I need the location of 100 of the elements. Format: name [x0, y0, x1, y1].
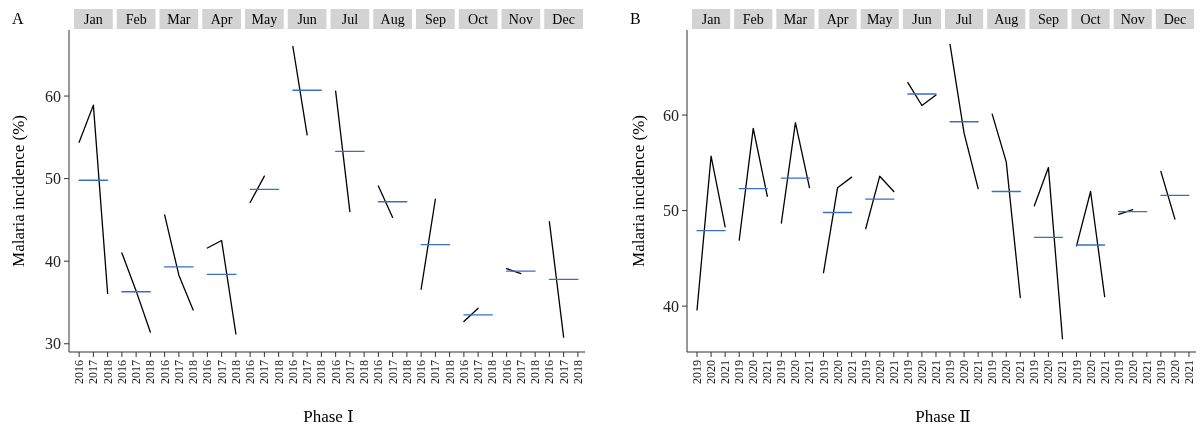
text: Dec: [1163, 12, 1187, 27]
x-tick-label: 2021: [1139, 360, 1154, 384]
text: Oct: [468, 12, 489, 27]
text: Jul: [955, 12, 973, 27]
x-tick-label: 2020: [1041, 360, 1056, 384]
y-tick-label: 60: [663, 106, 679, 124]
x-tick-label: 2017: [513, 360, 528, 384]
x-tick-label: 2018: [528, 360, 543, 384]
x-tick-label: 2019: [985, 360, 1000, 384]
x-tick-label: 2017: [556, 360, 571, 384]
text: Jul: [341, 12, 359, 27]
text: Dec: [552, 12, 575, 27]
x-tick-label: 2016: [371, 360, 386, 384]
x-axis-title: Phase Ⅰ: [303, 407, 354, 426]
x-tick-label: 2020: [872, 360, 887, 384]
x-tick-label: 2018: [570, 360, 585, 384]
y-tick-label: 30: [45, 335, 61, 353]
x-tick-label: 2021: [1013, 360, 1028, 384]
text: Aug: [994, 12, 1019, 27]
text: Nov: [508, 12, 533, 27]
chart-title: A: [12, 10, 24, 27]
y-tick-label: 40: [45, 252, 61, 270]
x-tick-label: 2017: [471, 360, 486, 384]
x-tick-label: 2020: [1125, 360, 1140, 384]
x-tick-label: 2016: [285, 360, 300, 384]
text: Aug: [380, 12, 405, 27]
y-tick-label: 60: [45, 87, 61, 105]
y-tick-label: 50: [663, 202, 679, 220]
x-tick-label: 2017: [214, 360, 229, 384]
x-tick-label: 2021: [886, 360, 901, 384]
x-tick-label: 2020: [999, 360, 1014, 384]
text: Mar: [167, 12, 191, 27]
x-tick-label: 2019: [732, 360, 747, 384]
x-tick-label: 2018: [143, 360, 158, 384]
text: Apr: [210, 12, 233, 27]
x-tick-label: 2020: [957, 360, 972, 384]
x-tick-label: 2018: [186, 360, 201, 384]
x-tick-label: 2017: [86, 360, 101, 384]
text: Feb: [742, 12, 764, 27]
x-tick-label: 2017: [171, 360, 186, 384]
x-tick-label: 2021: [802, 360, 817, 384]
x-tick-label: 2017: [129, 360, 144, 384]
text: Jan: [701, 12, 721, 27]
x-tick-label: 2018: [100, 360, 115, 384]
text: Sep: [1037, 12, 1059, 27]
x-tick-label: 2020: [1083, 360, 1098, 384]
chart-title: B: [630, 10, 641, 27]
text: Feb: [125, 12, 147, 27]
x-tick-label: 2019: [816, 360, 831, 384]
x-tick-label: 2021: [971, 360, 986, 384]
y-axis-title: Malaria incidence (%): [629, 115, 648, 267]
x-tick-label: 2017: [428, 360, 443, 384]
text: Nov: [1120, 12, 1145, 27]
text: Oct: [1080, 12, 1101, 27]
text: May: [251, 12, 278, 27]
x-tick-label: 2018: [485, 360, 500, 384]
x-tick-label: 2016: [414, 360, 429, 384]
text: Sep: [424, 12, 446, 27]
x-tick-label: 2021: [760, 360, 775, 384]
x-tick-label: 2020: [830, 360, 845, 384]
x-tick-label: 2019: [1153, 360, 1168, 384]
x-tick-label: 2021: [1055, 360, 1070, 384]
x-tick-label: 2016: [456, 360, 471, 384]
x-axis-title: Phase Ⅱ: [915, 407, 971, 426]
x-tick-label: 2021: [718, 360, 733, 384]
text: Mar: [783, 12, 808, 27]
x-tick-label: 2020: [704, 360, 719, 384]
x-tick-label: 2016: [72, 360, 87, 384]
x-tick-label: 2020: [1167, 360, 1182, 384]
x-tick-label: 2019: [858, 360, 873, 384]
x-tick-label: 2019: [1069, 360, 1084, 384]
x-tick-label: 2019: [774, 360, 789, 384]
x-tick-label: 2021: [1181, 360, 1196, 384]
x-tick-label: 2016: [243, 360, 258, 384]
y-tick-label: 50: [45, 170, 61, 188]
x-tick-label: 2016: [499, 360, 514, 384]
y-tick-label: 40: [663, 297, 679, 315]
x-tick-label: 2020: [914, 360, 929, 384]
x-tick-label: 2018: [228, 360, 243, 384]
text: Jun: [912, 12, 932, 27]
x-tick-label: 2020: [746, 360, 761, 384]
text: May: [866, 12, 893, 27]
x-tick-label: 2021: [928, 360, 943, 384]
x-tick-label: 2016: [200, 360, 215, 384]
x-tick-label: 2017: [257, 360, 272, 384]
x-tick-label: 2019: [1027, 360, 1042, 384]
x-tick-label: 2017: [385, 360, 400, 384]
x-tick-label: 2019: [943, 360, 958, 384]
x-tick-label: 2019: [690, 360, 705, 384]
x-tick-label: 2019: [1111, 360, 1126, 384]
x-tick-label: 2018: [399, 360, 414, 384]
x-tick-label: 2018: [357, 360, 372, 384]
x-tick-label: 2017: [300, 360, 315, 384]
x-tick-label: 2016: [328, 360, 343, 384]
x-tick-label: 2016: [114, 360, 129, 384]
text: Jun: [297, 12, 317, 27]
x-tick-label: 2018: [442, 360, 457, 384]
text: Jan: [84, 12, 103, 27]
x-tick-label: 2019: [900, 360, 915, 384]
x-tick-label: 2018: [314, 360, 329, 384]
